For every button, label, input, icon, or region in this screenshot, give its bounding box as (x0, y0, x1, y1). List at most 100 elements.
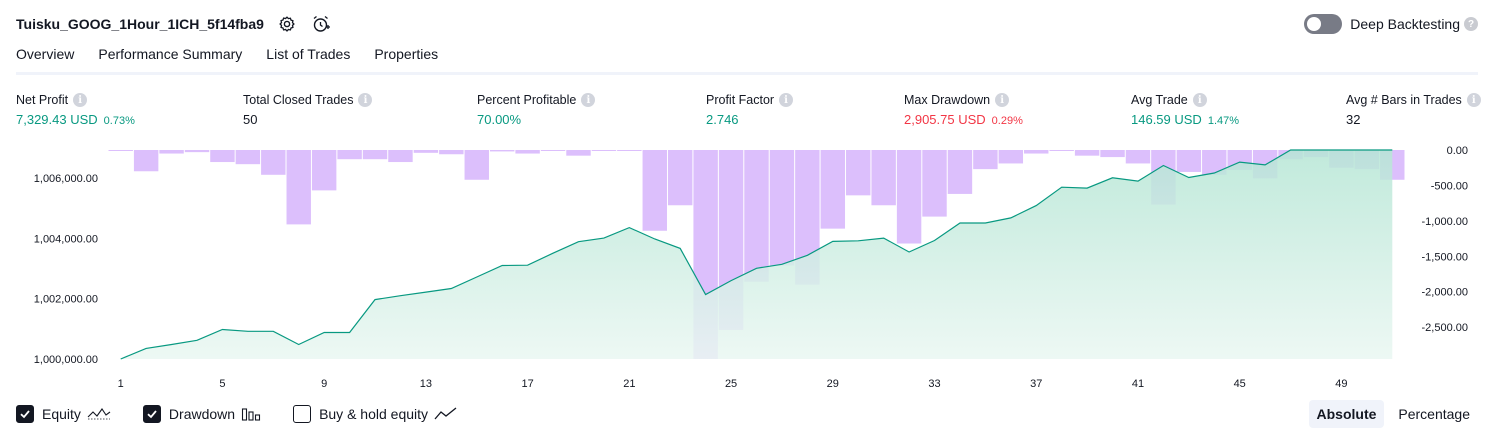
deep-backtesting-label: Deep Backtesting (1350, 16, 1460, 32)
drawdown-bar (1125, 150, 1151, 164)
info-icon[interactable]: i (1192, 93, 1207, 107)
drawdown-bar (896, 150, 922, 244)
drawdown-bar (108, 150, 133, 151)
drawdown-bar (591, 150, 617, 151)
tab-overview[interactable]: Overview (16, 46, 75, 75)
metric-value: 50 (243, 112, 258, 127)
legend-equity[interactable]: Equity (16, 405, 111, 423)
legend-drawdown[interactable]: Drawdown (142, 405, 261, 423)
info-icon[interactable]: i (73, 93, 88, 107)
drawdown-bars (108, 150, 1405, 359)
deep-backtesting-toggle[interactable] (1304, 14, 1343, 34)
drawdown-bar (286, 150, 311, 225)
drawdown-checkbox[interactable] (142, 405, 161, 423)
drawdown-bar (871, 150, 896, 206)
metric-value: 7,329.43 USD (16, 112, 98, 127)
equity-drawdown-chart[interactable]: 1,000,000.00 1,002,000.00 1,004,000.00 1,00… (0, 140, 1494, 395)
gear-icon[interactable] (276, 13, 298, 35)
equity-checkbox[interactable] (16, 405, 34, 423)
legend-label: Buy & hold equity (319, 406, 429, 422)
drawdown-bar (769, 150, 795, 266)
equity-line (120, 149, 1393, 360)
x-axis-tick: 49 (1335, 378, 1347, 390)
metric-percent: 0.29% (991, 115, 1023, 127)
help-icon[interactable]: ? (1464, 17, 1478, 31)
x-axis-tick: 1 (118, 378, 124, 390)
deep-backtesting: Deep Backtesting ? (1304, 14, 1478, 34)
right-axis-tick: -500.00 (1431, 180, 1468, 192)
tab-properties[interactable]: Properties (374, 46, 439, 62)
drawdown-bar (566, 150, 591, 156)
drawdown-bar (388, 150, 413, 163)
metric-label: Total Closed Trades (243, 93, 354, 107)
equity-area (120, 150, 1393, 359)
right-axis: 0.00 -500.00 -1,000.00 -1,500.00 -2,000.00 -2… (1422, 145, 1468, 334)
x-axis-tick: 5 (219, 378, 225, 390)
drawdown-bar (489, 150, 515, 152)
left-axis-tick: 1,006,000.00 (34, 173, 98, 185)
drawdown-bar (413, 150, 439, 153)
tab-list-of-trades[interactable]: List of Trades (266, 46, 351, 62)
info-icon[interactable]: i (1466, 93, 1481, 107)
x-axis-tick: 33 (928, 378, 940, 390)
add-alert-icon[interactable] (310, 13, 332, 35)
metric-label: Net Profit (16, 93, 69, 107)
drawdown-bar (617, 150, 642, 151)
legend-label: Equity (42, 406, 81, 422)
drawdown-bar (133, 150, 159, 172)
metric-value: 70.00% (477, 112, 522, 127)
percentage-button[interactable]: Percentage (1398, 406, 1470, 422)
strategy-title: Tuisku_GOOG_1Hour_1ICH_5f14fba9 (16, 16, 264, 32)
report-tabs: Overview Performance Summary List of Tra… (16, 46, 462, 75)
drawdown-bar (1176, 150, 1202, 172)
legend-label: Drawdown (168, 406, 236, 422)
drawdown-bar (1074, 150, 1100, 156)
drawdown-bar (337, 150, 362, 160)
x-axis-tick: 9 (321, 378, 327, 390)
metric-value: 146.59 USD (1131, 112, 1202, 127)
x-axis-tick: 25 (725, 378, 737, 390)
metric-percent: 1.47% (1207, 115, 1240, 127)
x-axis-tick: 41 (1132, 378, 1144, 390)
drawdown-bar (184, 150, 210, 153)
drawdown-bar (464, 150, 489, 180)
metric-label: Max Drawdown (904, 93, 991, 107)
info-icon[interactable]: i (581, 93, 596, 107)
info-icon[interactable]: i (779, 93, 794, 107)
x-axis-tick: 29 (827, 378, 839, 390)
legend-buy-hold[interactable]: Buy & hold equity (293, 405, 458, 423)
drawdown-bar (1100, 150, 1125, 158)
info-icon[interactable]: i (358, 93, 373, 107)
drawdown-bar (235, 150, 261, 165)
absolute-button[interactable]: Absolute (1308, 400, 1385, 428)
metric-value: 2,905.75 USD (904, 112, 986, 127)
drawdown-bar (515, 150, 540, 154)
metric-net-profit: Net Profit i 7,329.43 USD 0.73% (16, 93, 135, 127)
drawdown-bar (642, 150, 667, 231)
left-axis-tick: 1,000,000.00 (34, 354, 98, 366)
drawdown-bar (947, 150, 973, 194)
x-axis-tick: 45 (1234, 378, 1246, 390)
x-axis-tick: 13 (420, 378, 432, 390)
drawdown-bar (973, 150, 998, 170)
drawdown-bar (210, 150, 235, 163)
tab-performance-summary[interactable]: Performance Summary (98, 46, 243, 62)
x-axis: 1 5 9 13 17 21 25 29 33 37 41 45 49 (118, 378, 1348, 390)
x-axis-tick: 37 (1030, 378, 1042, 390)
buy-hold-checkbox[interactable] (293, 405, 312, 423)
drawdown-bar (1049, 150, 1074, 151)
info-icon[interactable]: i (995, 93, 1010, 107)
left-axis: 1,000,000.00 1,002,000.00 1,004,000.00 1,00… (34, 173, 98, 366)
left-axis-tick: 1,004,000.00 (34, 233, 98, 245)
metric-total-closed-trades: Total Closed Trades i 50 (243, 93, 373, 127)
drawdown-bar (667, 150, 693, 206)
drawdown-bar (846, 150, 871, 196)
drawdown-bar (998, 150, 1024, 164)
bar-chart-icon (241, 406, 261, 422)
value-mode-switch: Absolute Percentage (1303, 400, 1479, 428)
drawdown-bar (261, 150, 286, 175)
drawdown-bar (362, 150, 388, 160)
right-axis-tick: -1,500.00 (1422, 251, 1468, 263)
equity-line-icon (87, 406, 111, 422)
x-axis-tick: 17 (521, 378, 533, 390)
